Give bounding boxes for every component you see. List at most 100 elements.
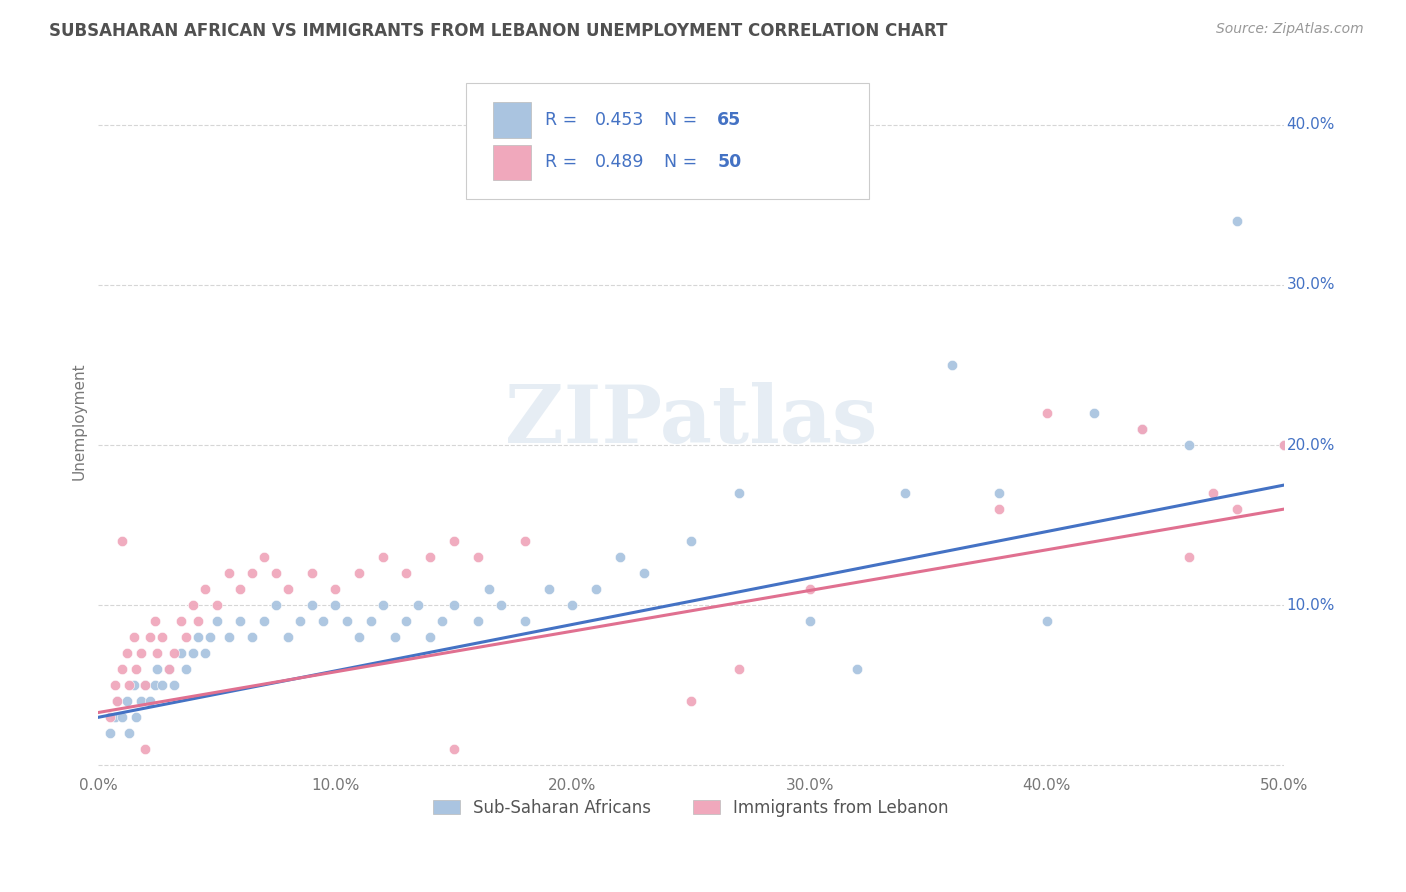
Point: [129, 646, 152, 660]
Point: [430, 614, 453, 628]
Point: [288, 614, 311, 628]
Point: [205, 614, 228, 628]
Text: N =: N =: [664, 153, 703, 171]
Point: [395, 614, 418, 628]
Point: [157, 662, 180, 676]
Text: 65: 65: [717, 111, 741, 129]
Point: [301, 566, 323, 581]
Point: [419, 550, 441, 565]
Text: 0.489: 0.489: [595, 153, 644, 171]
Point: [163, 646, 186, 660]
Point: [115, 646, 138, 660]
Point: [139, 694, 162, 708]
Point: [139, 630, 162, 644]
Point: [277, 630, 299, 644]
Point: [187, 614, 209, 628]
FancyBboxPatch shape: [465, 83, 869, 199]
Point: [134, 678, 156, 692]
Point: [218, 566, 240, 581]
Point: [681, 534, 703, 549]
Point: [125, 710, 148, 724]
Y-axis label: Unemployment: Unemployment: [72, 362, 86, 480]
Point: [125, 662, 148, 676]
Point: [633, 566, 655, 581]
Text: 20.0%: 20.0%: [1286, 437, 1334, 452]
Text: 30.0%: 30.0%: [1286, 277, 1334, 293]
Point: [727, 486, 749, 500]
Point: [561, 598, 583, 612]
Point: [105, 694, 128, 708]
Point: [1272, 438, 1295, 452]
Text: 40.0%: 40.0%: [1286, 117, 1334, 132]
Point: [146, 662, 169, 676]
Point: [98, 710, 121, 724]
Point: [240, 566, 263, 581]
Point: [229, 614, 252, 628]
Text: ZIPatlas: ZIPatlas: [505, 382, 877, 460]
Point: [111, 534, 134, 549]
Point: [443, 742, 465, 756]
Point: [157, 662, 180, 676]
Point: [277, 582, 299, 597]
Text: R =: R =: [546, 111, 583, 129]
Point: [163, 678, 186, 692]
Point: [727, 662, 749, 676]
Point: [988, 502, 1011, 516]
Point: [360, 614, 382, 628]
Point: [105, 694, 128, 708]
Point: [537, 582, 560, 597]
Point: [111, 710, 134, 724]
Point: [406, 598, 429, 612]
Point: [371, 598, 394, 612]
Point: [336, 614, 359, 628]
Point: [150, 630, 173, 644]
Point: [122, 678, 145, 692]
Point: [253, 614, 276, 628]
Point: [170, 614, 193, 628]
Point: [988, 486, 1011, 500]
Point: [312, 614, 335, 628]
Point: [198, 630, 221, 644]
Text: SUBSAHARAN AFRICAN VS IMMIGRANTS FROM LEBANON UNEMPLOYMENT CORRELATION CHART: SUBSAHARAN AFRICAN VS IMMIGRANTS FROM LE…: [49, 22, 948, 40]
Point: [467, 550, 489, 565]
Point: [205, 598, 228, 612]
Point: [491, 598, 513, 612]
FancyBboxPatch shape: [494, 145, 531, 180]
Point: [1083, 406, 1105, 420]
Point: [347, 566, 370, 581]
Point: [384, 630, 406, 644]
Point: [264, 598, 287, 612]
Point: [419, 630, 441, 644]
Point: [134, 678, 156, 692]
Point: [585, 582, 607, 597]
Point: [513, 534, 536, 549]
FancyBboxPatch shape: [494, 103, 531, 137]
Point: [194, 646, 217, 660]
Point: [323, 582, 346, 597]
Point: [1036, 406, 1059, 420]
Text: N =: N =: [664, 111, 703, 129]
Point: [174, 630, 197, 644]
Text: 50: 50: [717, 153, 741, 171]
Point: [118, 726, 141, 740]
Text: R =: R =: [546, 153, 583, 171]
Legend: Sub-Saharan Africans, Immigrants from Lebanon: Sub-Saharan Africans, Immigrants from Le…: [425, 790, 957, 825]
Point: [181, 598, 204, 612]
Point: [134, 742, 156, 756]
Point: [150, 678, 173, 692]
Point: [143, 614, 166, 628]
Point: [371, 550, 394, 565]
Point: [229, 582, 252, 597]
Point: [799, 582, 821, 597]
Point: [395, 566, 418, 581]
Point: [1226, 213, 1249, 227]
Point: [893, 486, 915, 500]
Point: [104, 678, 127, 692]
Point: [174, 662, 197, 676]
Point: [129, 694, 152, 708]
Point: [846, 662, 869, 676]
Point: [443, 534, 465, 549]
Point: [681, 694, 703, 708]
Point: [1178, 550, 1201, 565]
Point: [1130, 422, 1153, 436]
